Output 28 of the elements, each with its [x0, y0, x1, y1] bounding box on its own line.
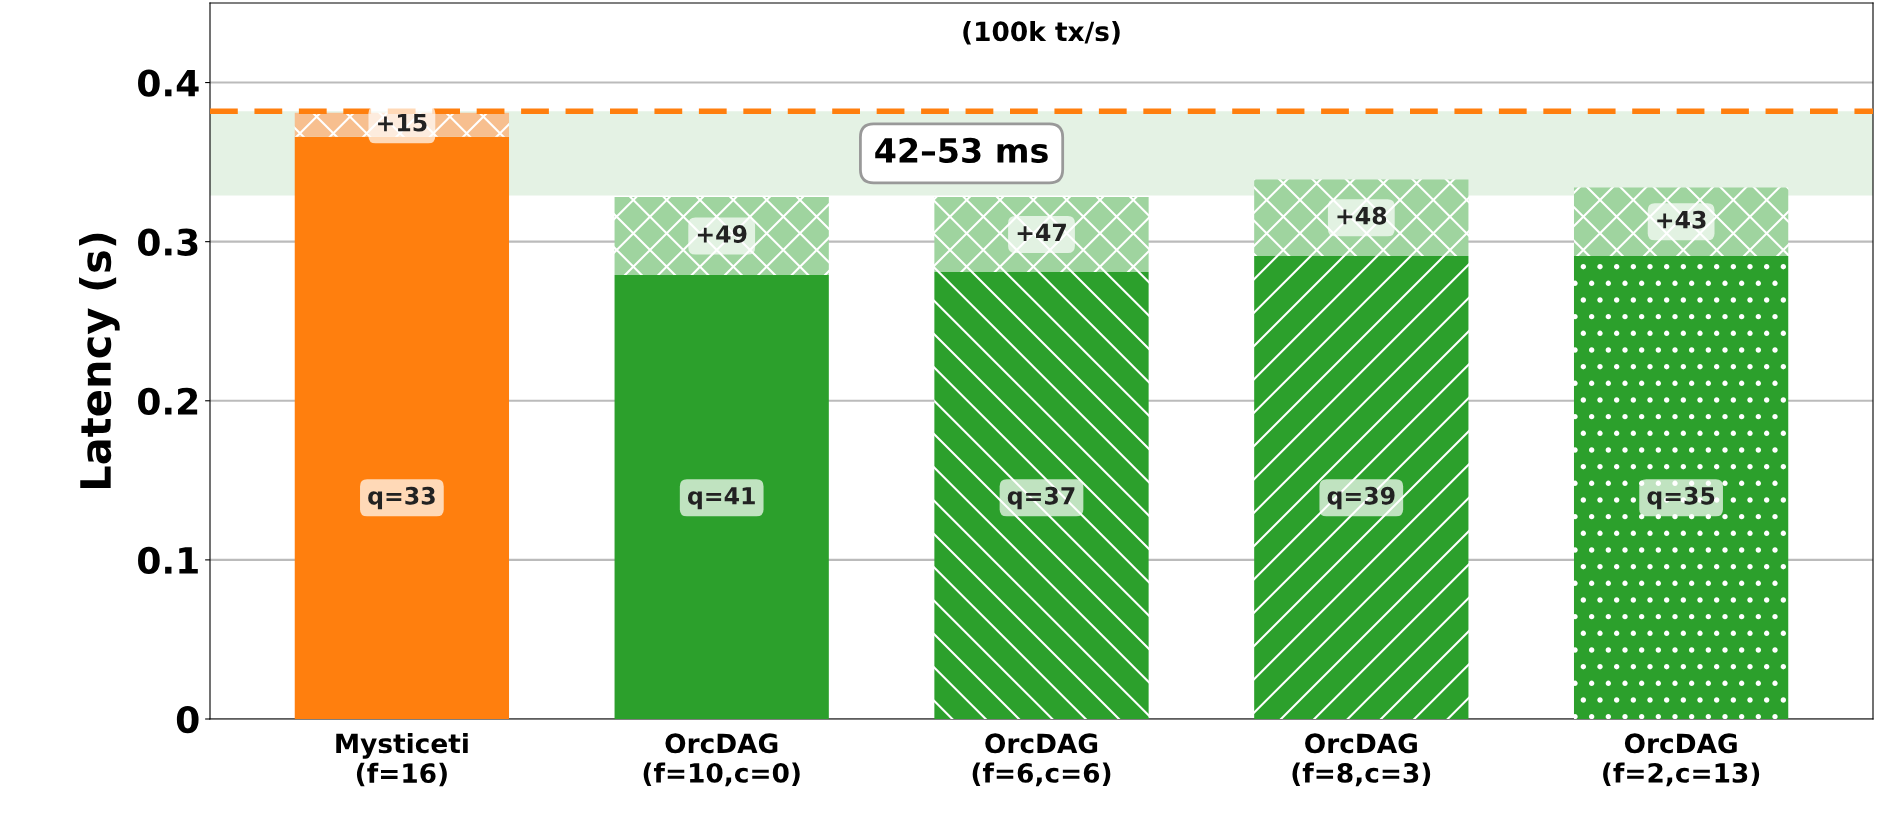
y-tick-label: 0.1: [138, 546, 198, 575]
x-tick-label: Mysticeti (f=16): [336, 732, 468, 787]
y-tick-label: 0.4: [138, 69, 199, 97]
y-axis-title: Latency (s): [79, 233, 120, 489]
annotation: +47: [1017, 223, 1066, 242]
annotation: +15: [378, 114, 427, 132]
annotation: q=35: [1647, 486, 1715, 510]
x-tick-label: OrcDAG (f=6,c=6): [972, 733, 1111, 787]
annotation: +43: [1657, 210, 1706, 229]
bar: [1254, 255, 1469, 719]
annotation: q=41: [687, 487, 755, 510]
x-tick-label: OrcDAG (f=2,c=13): [1603, 733, 1760, 787]
band-label: 42–53 ms: [875, 137, 1048, 164]
annotation: q=37: [1007, 486, 1075, 510]
x-tick-label: OrcDAG (f=8,c=3): [1292, 733, 1431, 787]
annotation: q=39: [1327, 486, 1395, 510]
annotation: q=33: [368, 486, 435, 510]
y-tick-label: 0: [176, 705, 199, 734]
bar: [294, 136, 510, 719]
text: (100k tx/s): [963, 20, 1120, 45]
annotation: +49: [697, 225, 747, 243]
bar: [934, 271, 1149, 719]
y-tick-label: 0.2: [138, 387, 198, 416]
y-tick-label: 0.3: [138, 228, 198, 256]
bar: [1573, 255, 1789, 719]
bar: [614, 275, 829, 719]
x-tick-label: OrcDAG (f=10,c=0): [643, 733, 800, 787]
annotation: +48: [1337, 206, 1387, 225]
